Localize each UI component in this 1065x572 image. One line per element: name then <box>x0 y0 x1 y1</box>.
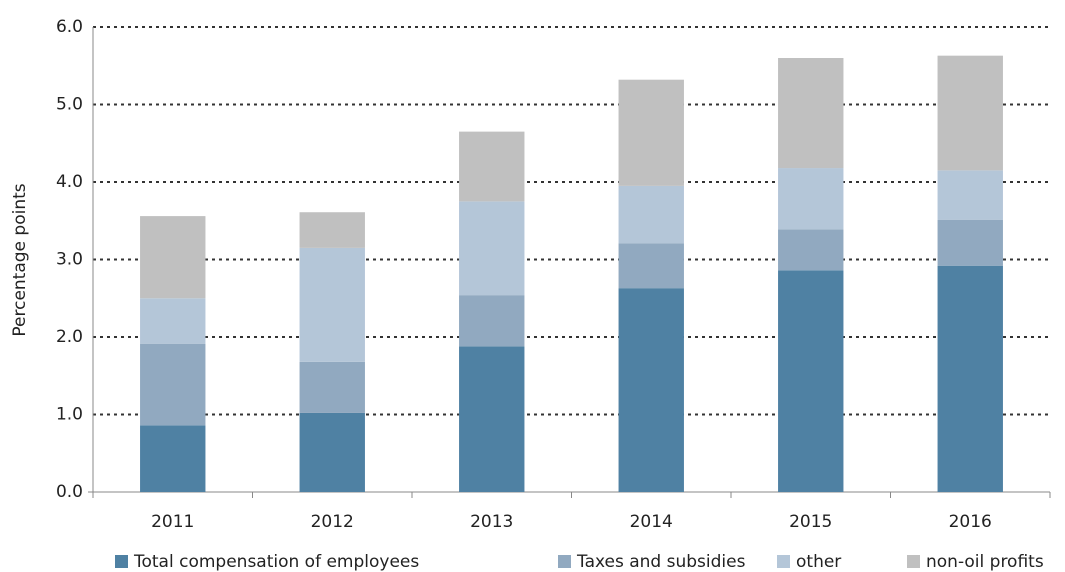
y-tick-label: 3.0 <box>56 250 83 270</box>
bar-segment <box>299 361 365 413</box>
x-tick-label: 2011 <box>151 512 194 532</box>
bar-segment <box>778 58 844 169</box>
legend-swatch <box>907 555 920 568</box>
x-tick-label: 2012 <box>311 512 354 532</box>
legend-swatch <box>777 555 790 568</box>
x-tick-label: 2016 <box>949 512 992 532</box>
legend-label: other <box>796 552 841 572</box>
y-tick-label: 4.0 <box>56 172 83 192</box>
bar-segment <box>140 216 206 299</box>
bar-segment <box>778 229 844 271</box>
y-tick-label: 6.0 <box>56 17 83 37</box>
bar-segment <box>937 55 1003 171</box>
legend-swatch <box>558 555 571 568</box>
bar-segment <box>618 288 684 492</box>
x-tick-label: 2014 <box>630 512 673 532</box>
bar-segment <box>459 346 525 492</box>
y-axis-label: Percentage points <box>10 183 30 336</box>
bar-segment <box>937 265 1003 492</box>
bar-segment <box>140 298 206 344</box>
bar-segment <box>299 212 365 248</box>
legend-label: non-oil profits <box>926 552 1044 572</box>
legend-swatch <box>115 555 128 568</box>
y-tick-label: 5.0 <box>56 95 83 115</box>
bar-segment <box>778 168 844 230</box>
bar-segment <box>937 170 1003 220</box>
bar-segment <box>140 343 206 426</box>
y-tick-label: 1.0 <box>56 405 83 425</box>
bar-segment <box>459 131 525 202</box>
bar-segment <box>299 412 365 492</box>
legend-label: Total compensation of employees <box>133 552 419 572</box>
bar-segment <box>140 425 206 492</box>
y-tick-label: 0.0 <box>56 482 83 502</box>
bar-segment <box>937 219 1003 266</box>
x-tick-label: 2013 <box>470 512 513 532</box>
bar-segment <box>618 79 684 186</box>
bar-segment <box>618 185 684 244</box>
bar-segment <box>459 295 525 347</box>
x-tick-label: 2015 <box>789 512 832 532</box>
y-tick-label: 2.0 <box>56 327 83 347</box>
bar-segment <box>459 201 525 296</box>
bar-segment <box>618 243 684 289</box>
bar-segment <box>299 247 365 362</box>
bar-segment <box>778 270 844 492</box>
legend-label: Taxes and subsidies <box>576 552 746 572</box>
